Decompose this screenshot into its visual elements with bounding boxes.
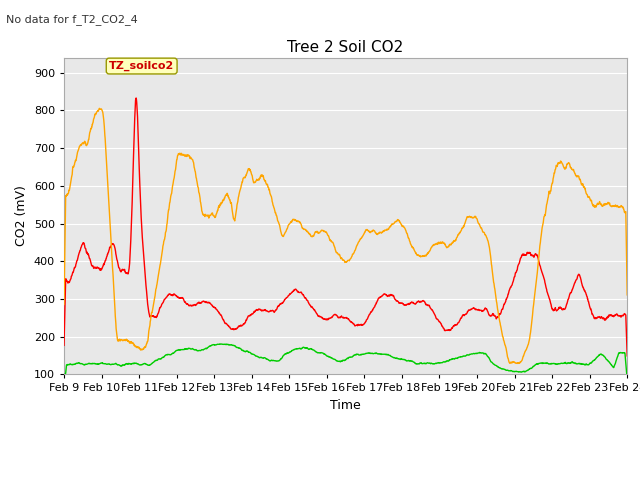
Title: Tree 2 Soil CO2: Tree 2 Soil CO2 — [287, 40, 404, 55]
Legend: Tree2 -2cm, Tree2 -4cm, Tree2 -8cm: Tree2 -2cm, Tree2 -4cm, Tree2 -8cm — [156, 476, 536, 480]
Text: No data for f_T2_CO2_4: No data for f_T2_CO2_4 — [6, 14, 138, 25]
Text: TZ_soilco2: TZ_soilco2 — [109, 61, 174, 71]
X-axis label: Time: Time — [330, 399, 361, 412]
Y-axis label: CO2 (mV): CO2 (mV) — [15, 186, 28, 246]
